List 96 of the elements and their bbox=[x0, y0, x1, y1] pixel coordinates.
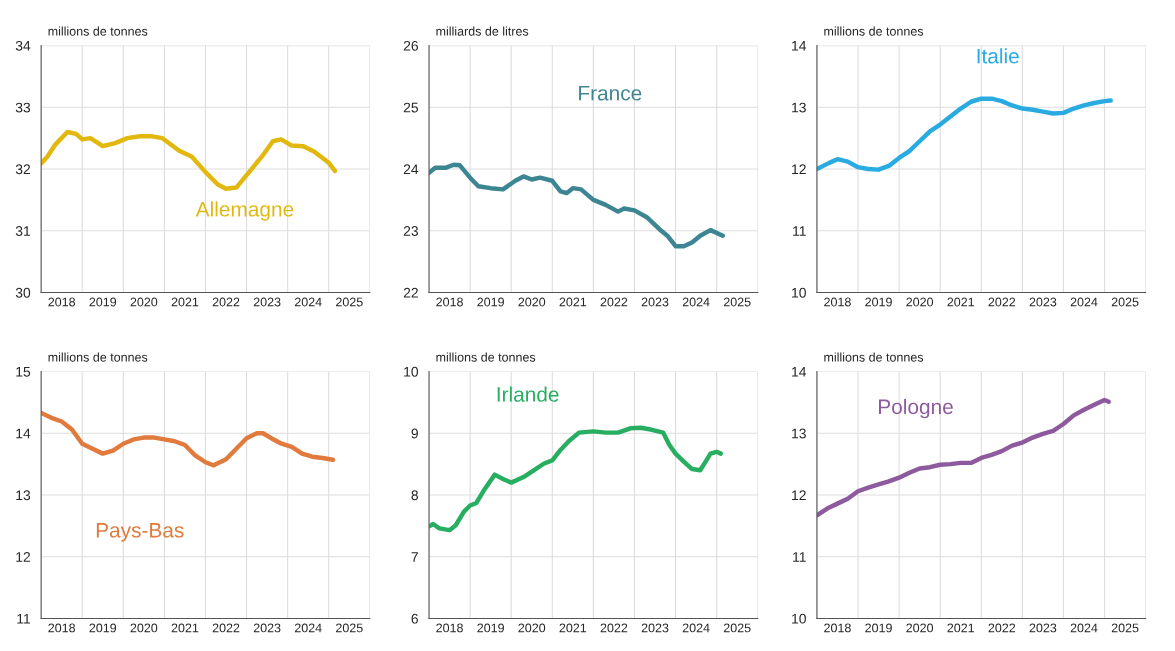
y-axis-title: millions de tonnes bbox=[436, 352, 536, 362]
y-tick-label: 6 bbox=[411, 613, 418, 624]
y-tick-label: 10 bbox=[792, 287, 806, 298]
x-tick-label: 2022 bbox=[600, 297, 628, 307]
x-tick-label: 2020 bbox=[130, 297, 158, 307]
y-tick-label: 26 bbox=[403, 40, 418, 51]
line-series bbox=[429, 425, 723, 533]
x-tick-label: 2025 bbox=[1111, 297, 1139, 307]
x-tick-label: 2019 bbox=[89, 623, 117, 633]
y-tick-label: 9 bbox=[411, 428, 418, 439]
y-axis-title: milliards de litres bbox=[436, 26, 529, 36]
x-tick-label: 2020 bbox=[906, 297, 934, 307]
x-tick-label: 2023 bbox=[1029, 623, 1057, 633]
x-tick-label: 2025 bbox=[723, 297, 751, 307]
y-tick-label: 11 bbox=[17, 613, 31, 624]
y-axis-title: millions de tonnes bbox=[48, 26, 148, 36]
line-series bbox=[41, 410, 336, 468]
y-tick-label: 14 bbox=[792, 367, 807, 377]
line-series bbox=[429, 162, 726, 249]
x-tick-label: 2023 bbox=[641, 623, 669, 633]
y-tick-label: 22 bbox=[403, 287, 418, 298]
x-tick-label: 2023 bbox=[253, 623, 281, 633]
line-series bbox=[816, 397, 1111, 518]
x-tick-label: 2020 bbox=[518, 623, 546, 633]
x-tick-label: 2018 bbox=[48, 297, 76, 307]
x-tick-label: 2018 bbox=[824, 297, 851, 307]
y-tick-label: 30 bbox=[15, 287, 31, 298]
x-tick-label: 2025 bbox=[336, 297, 363, 307]
x-tick-label: 2019 bbox=[865, 623, 892, 633]
x-tick-label: 2020 bbox=[906, 623, 934, 633]
text: France bbox=[579, 86, 642, 101]
y-tick-label: 31 bbox=[15, 226, 31, 236]
x-tick-label: 2019 bbox=[477, 623, 504, 633]
y-tick-label: 12 bbox=[792, 164, 806, 175]
y-tick-label: 13 bbox=[792, 428, 806, 439]
x-tick-label: 2023 bbox=[1029, 297, 1057, 307]
x-tick-label: 2021 bbox=[559, 623, 587, 633]
y-tick-label: 8 bbox=[411, 490, 418, 501]
x-tick-label: 2022 bbox=[988, 623, 1016, 633]
x-tick-label: 2024 bbox=[682, 297, 710, 307]
series-label: Irlande bbox=[497, 386, 559, 402]
y-tick-label: 10 bbox=[404, 366, 419, 377]
x-tick-label: 2025 bbox=[336, 623, 363, 633]
y-axis-title: millions de tonnes bbox=[824, 352, 924, 362]
x-tick-label: 2019 bbox=[865, 297, 892, 307]
x-tick-label: 2021 bbox=[171, 623, 199, 633]
x-tick-label: 2020 bbox=[518, 297, 546, 307]
x-tick-label: 2022 bbox=[600, 623, 628, 633]
y-tick-label: 33 bbox=[15, 102, 31, 113]
line-series bbox=[816, 96, 1113, 172]
y-tick-label: 7 bbox=[411, 552, 418, 562]
y-axis-title: millions de tonnes bbox=[824, 26, 924, 36]
y-tick-label: 11 bbox=[793, 552, 806, 562]
x-tick-label: 2024 bbox=[294, 623, 322, 633]
x-tick-label: 2024 bbox=[1070, 623, 1098, 633]
x-tick-label: 2024 bbox=[1070, 297, 1098, 307]
x-tick-label: 2020 bbox=[130, 623, 158, 633]
x-tick-label: 2024 bbox=[682, 623, 710, 633]
y-tick-label: 15 bbox=[16, 367, 31, 377]
text: Pologne bbox=[879, 398, 953, 419]
y-tick-label: 13 bbox=[16, 490, 31, 501]
x-tick-label: 2024 bbox=[294, 297, 322, 307]
x-tick-label: 2021 bbox=[947, 297, 975, 307]
x-tick-label: 2018 bbox=[436, 297, 463, 307]
x-tick-label: 2021 bbox=[559, 297, 587, 307]
y-tick-label: 13 bbox=[792, 102, 806, 113]
y-tick-label: 32 bbox=[15, 164, 31, 175]
x-tick-label: 2018 bbox=[48, 623, 76, 633]
line-series bbox=[41, 129, 338, 192]
x-tick-label: 2022 bbox=[988, 297, 1016, 307]
series-label: Allemagne bbox=[195, 201, 294, 221]
y-tick-label: 12 bbox=[16, 552, 31, 562]
x-tick-label: 2022 bbox=[212, 623, 240, 633]
x-tick-label: 2023 bbox=[641, 297, 669, 307]
y-tick-label: 14 bbox=[16, 428, 31, 439]
x-tick-label: 2018 bbox=[436, 623, 463, 633]
y-tick-label: 10 bbox=[792, 613, 806, 624]
y-tick-label: 23 bbox=[403, 226, 418, 236]
y-tick-label: 34 bbox=[15, 40, 31, 51]
series-label: Italie bbox=[977, 48, 1019, 64]
x-tick-label: 2019 bbox=[477, 297, 504, 307]
x-tick-label: 2021 bbox=[947, 623, 975, 633]
x-tick-label: 2025 bbox=[1111, 623, 1139, 633]
y-tick-label: 14 bbox=[792, 41, 807, 51]
y-tick-label: 25 bbox=[403, 102, 419, 113]
x-tick-label: 2021 bbox=[171, 297, 199, 307]
text: Pays-Bas bbox=[96, 523, 184, 542]
y-axis-title: millions de tonnes bbox=[48, 352, 148, 362]
x-tick-label: 2023 bbox=[253, 297, 281, 307]
x-tick-label: 2022 bbox=[212, 297, 240, 307]
x-tick-label: 2025 bbox=[723, 623, 751, 633]
y-tick-label: 11 bbox=[793, 226, 806, 236]
y-tick-label: 24 bbox=[403, 164, 419, 175]
y-tick-label: 12 bbox=[792, 490, 806, 501]
x-tick-label: 2018 bbox=[824, 623, 851, 633]
x-tick-label: 2019 bbox=[89, 297, 117, 307]
